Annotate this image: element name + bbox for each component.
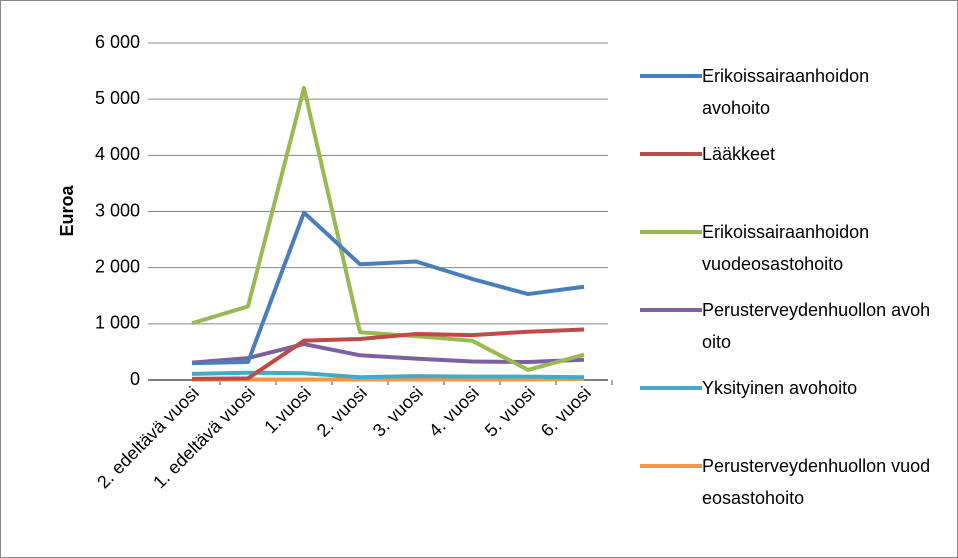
legend-swatch — [640, 74, 702, 78]
x-tick-label: 1.vuosi — [260, 383, 314, 437]
legend-entry: Perusterveydenhuollon avohoito — [640, 292, 940, 370]
legend-label: Lääkkeet — [702, 144, 776, 164]
x-tick-label: 1. edeltävä vuosi — [149, 383, 259, 493]
legend: Erikoissairaanhoidon avohoito Lääkkeet Eri… — [640, 58, 940, 526]
x-tick-label: 3. vuosi — [369, 383, 427, 441]
legend-entry: Perusterveydenhuollon vuodeosastohoito — [640, 448, 940, 526]
series-line — [191, 327, 585, 381]
y-tick-label: 2 000 — [95, 256, 140, 276]
legend-swatch — [640, 230, 702, 234]
y-tick-label: 3 000 — [95, 200, 140, 220]
legend-swatch — [640, 464, 702, 468]
y-axis-title: Euroa — [57, 185, 77, 237]
legend-swatch — [640, 152, 702, 156]
legend-label: Perusterveydenhuollon vuodeosastohoito — [702, 456, 931, 508]
y-tick-label: 6 000 — [95, 32, 140, 52]
y-tick-label: 0 — [130, 369, 140, 389]
legend-entry: Lääkkeet — [640, 136, 940, 214]
series-line — [191, 85, 585, 372]
x-tick-label: 4. vuosi — [425, 383, 483, 441]
legend-label: Perusterveydenhuollon avohoito — [702, 300, 931, 352]
legend-label: Yksityinen avohoito — [702, 378, 858, 398]
series-line — [191, 210, 585, 366]
legend-swatch — [640, 308, 702, 312]
y-tick-label: 5 000 — [95, 88, 140, 108]
legend-entry: Yksityinen avohoito — [640, 370, 940, 448]
x-tick-label: 6. vuosi — [537, 383, 595, 441]
y-tick-label: 1 000 — [95, 313, 140, 333]
legend-label: Erikoissairaanhoidon avohoito — [702, 66, 870, 118]
x-tick-label: 5. vuosi — [481, 383, 539, 441]
series-line — [192, 376, 585, 382]
legend-entry: Erikoissairaanhoidon avohoito — [640, 58, 940, 136]
series-line — [191, 342, 585, 365]
y-tick-label: 4 000 — [95, 144, 140, 164]
legend-label: Erikoissairaanhoidon vuodeosastohoito — [702, 222, 870, 274]
x-tick-label: 2. vuosi — [313, 383, 371, 441]
x-tick-label: 2. edeltävä vuosi — [93, 383, 203, 493]
legend-entry: Erikoissairaanhoidon vuodeosastohoito — [640, 214, 940, 292]
legend-swatch — [640, 386, 702, 390]
